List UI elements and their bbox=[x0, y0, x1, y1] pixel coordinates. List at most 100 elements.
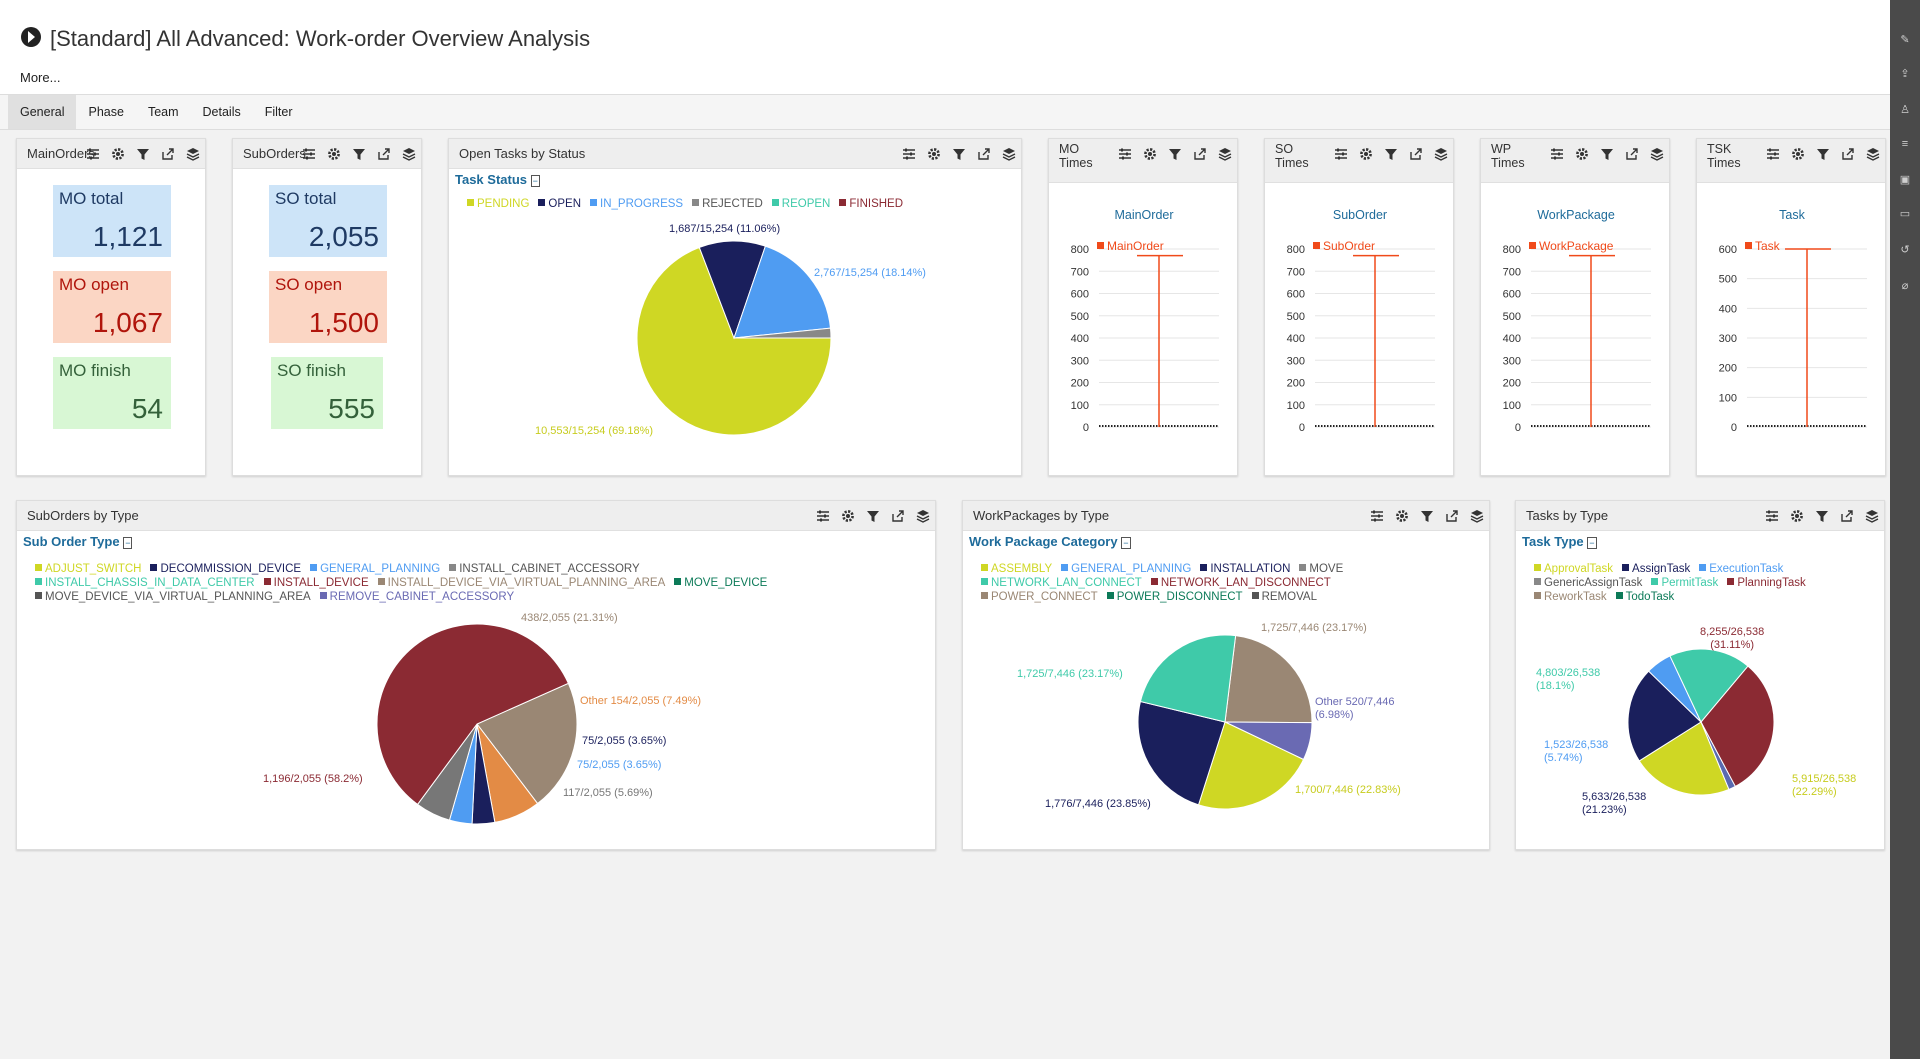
legend-item[interactable]: ExecutionTask bbox=[1699, 562, 1783, 576]
pie-slice[interactable] bbox=[733, 245, 832, 339]
pie-slice[interactable] bbox=[1627, 670, 1702, 762]
layers-icon[interactable] bbox=[1433, 146, 1449, 162]
pie-slice[interactable] bbox=[636, 246, 832, 436]
legend-item[interactable]: IN_PROGRESS bbox=[590, 197, 683, 211]
legend-item[interactable]: PermitTask bbox=[1651, 576, 1718, 590]
pie-slice[interactable] bbox=[1139, 634, 1237, 723]
layers-icon[interactable] bbox=[1001, 146, 1017, 162]
filter-icon[interactable] bbox=[865, 508, 881, 524]
layers-icon[interactable] bbox=[401, 146, 417, 162]
gear-icon[interactable] bbox=[926, 146, 942, 162]
export-icon[interactable] bbox=[376, 146, 392, 162]
pie-slice[interactable] bbox=[1700, 665, 1775, 788]
legend-item[interactable]: MOVE_DEVICE_VIA_VIRTUAL_PLANNING_AREA bbox=[35, 590, 311, 604]
legend-item[interactable]: GENERAL_PLANNING bbox=[310, 562, 440, 576]
export-icon[interactable] bbox=[160, 146, 176, 162]
legend-item[interactable]: INSTALL_CABINET_ACCESSORY bbox=[449, 562, 640, 576]
tab-filter[interactable]: Filter bbox=[264, 105, 293, 119]
sliders-icon[interactable] bbox=[85, 146, 101, 162]
pie-slice[interactable] bbox=[1197, 721, 1305, 810]
comments-icon[interactable]: ▣ bbox=[1899, 174, 1911, 186]
legend-item[interactable]: REJECTED bbox=[692, 197, 763, 211]
legend-item[interactable]: POWER_DISCONNECT bbox=[1106, 590, 1243, 604]
user-add-icon[interactable]: ♙ bbox=[1900, 104, 1910, 116]
sliders-icon[interactable] bbox=[901, 146, 917, 162]
sliders-icon[interactable] bbox=[1765, 146, 1781, 162]
gear-icon[interactable] bbox=[1574, 146, 1590, 162]
legend-item[interactable]: OPEN bbox=[538, 197, 581, 211]
layers-icon[interactable] bbox=[1217, 146, 1233, 162]
export-icon[interactable] bbox=[1192, 146, 1208, 162]
pie-slice[interactable] bbox=[698, 240, 767, 340]
legend-item[interactable]: INSTALLATION bbox=[1200, 562, 1290, 576]
pie-slice[interactable] bbox=[1224, 635, 1313, 724]
export-icon[interactable] bbox=[1839, 508, 1855, 524]
legend-item[interactable]: AssignTask bbox=[1622, 562, 1690, 576]
collapse-icon[interactable]: − bbox=[1587, 537, 1597, 549]
pie-slice[interactable] bbox=[1137, 700, 1226, 806]
legend-item[interactable]: INSTALL_DEVICE_VIA_VIRTUAL_PLANNING_AREA bbox=[377, 576, 665, 590]
more-link[interactable]: More... bbox=[20, 70, 61, 85]
tab-team[interactable]: Team bbox=[147, 105, 179, 119]
gear-icon[interactable] bbox=[1142, 146, 1158, 162]
filter-icon[interactable] bbox=[1599, 146, 1615, 162]
layers-icon[interactable] bbox=[915, 508, 931, 524]
legend-item[interactable]: TodoTask bbox=[1615, 590, 1674, 604]
sliders-icon[interactable]: ≡ bbox=[1901, 138, 1909, 150]
layers-icon[interactable] bbox=[1865, 146, 1881, 162]
sliders-icon[interactable] bbox=[1333, 146, 1349, 162]
sliders-icon[interactable] bbox=[1764, 508, 1780, 524]
legend-item[interactable]: ReworkTask bbox=[1534, 590, 1607, 604]
pie-slice[interactable] bbox=[1638, 721, 1730, 796]
sliders-icon[interactable] bbox=[1369, 508, 1385, 524]
tab-phase[interactable]: Phase bbox=[88, 105, 124, 119]
history-icon[interactable]: ↺ bbox=[1900, 244, 1910, 256]
edit-icon[interactable]: ✎ bbox=[1900, 34, 1910, 46]
legend-item[interactable]: ApprovalTask bbox=[1534, 562, 1613, 576]
gear-icon[interactable] bbox=[1790, 146, 1806, 162]
layers-icon[interactable] bbox=[1469, 508, 1485, 524]
collapse-icon[interactable]: − bbox=[530, 175, 540, 187]
legend-item[interactable]: MOVE bbox=[1299, 562, 1343, 576]
gear-icon[interactable] bbox=[1358, 146, 1374, 162]
filter-icon[interactable] bbox=[1814, 508, 1830, 524]
legend-item[interactable]: NETWORK_LAN_CONNECT bbox=[981, 576, 1142, 590]
legend-item[interactable]: INSTALL_CHASSIS_IN_DATA_CENTER bbox=[35, 576, 255, 590]
filter-icon[interactable] bbox=[1419, 508, 1435, 524]
export-icon[interactable] bbox=[976, 146, 992, 162]
gear-icon[interactable] bbox=[840, 508, 856, 524]
legend-item[interactable]: FINISHED bbox=[839, 197, 903, 211]
sliders-icon[interactable] bbox=[301, 146, 317, 162]
legend-item[interactable]: NETWORK_LAN_DISCONNECT bbox=[1150, 576, 1331, 590]
filter-icon[interactable] bbox=[951, 146, 967, 162]
legend-item[interactable]: ASSEMBLY bbox=[981, 562, 1052, 576]
legend-item[interactable]: PENDING bbox=[467, 197, 529, 211]
layers-icon[interactable] bbox=[1649, 146, 1665, 162]
tab-details[interactable]: Details bbox=[202, 105, 241, 119]
gear-icon[interactable] bbox=[326, 146, 342, 162]
legend-item[interactable]: GENERAL_PLANNING bbox=[1061, 562, 1191, 576]
legend-item[interactable]: DECOMMISSION_DEVICE bbox=[150, 562, 301, 576]
export-icon[interactable] bbox=[1624, 146, 1640, 162]
legend-item[interactable]: ADJUST_SWITCH bbox=[35, 562, 141, 576]
export-icon[interactable] bbox=[1408, 146, 1424, 162]
layers-icon[interactable] bbox=[185, 146, 201, 162]
collapse-icon[interactable]: − bbox=[1121, 537, 1131, 549]
legend-item[interactable]: PlanningTask bbox=[1727, 576, 1806, 590]
sliders-icon[interactable] bbox=[1117, 146, 1133, 162]
collapse-icon[interactable]: − bbox=[123, 537, 133, 549]
filter-icon[interactable] bbox=[351, 146, 367, 162]
legend-item[interactable]: REMOVAL bbox=[1251, 590, 1317, 604]
layers-icon[interactable] bbox=[1864, 508, 1880, 524]
attachment-icon[interactable]: ⌀ bbox=[1901, 280, 1909, 292]
gear-icon[interactable] bbox=[1394, 508, 1410, 524]
gear-icon[interactable] bbox=[1789, 508, 1805, 524]
folder-icon[interactable]: ▭ bbox=[1899, 208, 1911, 220]
filter-icon[interactable] bbox=[1815, 146, 1831, 162]
share-icon[interactable]: ⇪ bbox=[1900, 68, 1910, 80]
filter-icon[interactable] bbox=[135, 146, 151, 162]
legend-item[interactable]: GenericAssignTask bbox=[1534, 576, 1642, 590]
tab-general[interactable]: General bbox=[8, 95, 77, 129]
export-icon[interactable] bbox=[1840, 146, 1856, 162]
legend-item[interactable]: REMOVE_CABINET_ACCESSORY bbox=[319, 590, 514, 604]
